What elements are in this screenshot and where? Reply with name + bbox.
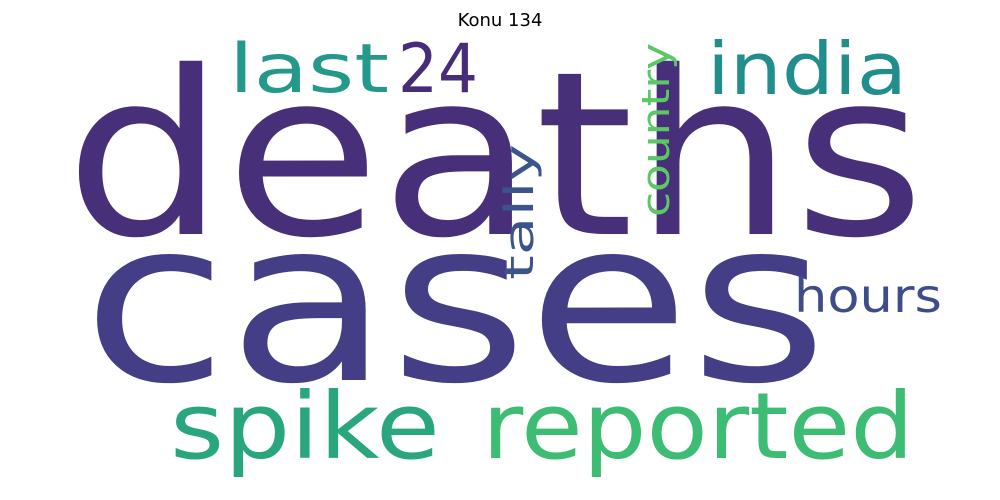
word-tally: tally: [497, 144, 543, 280]
chart-title: Konu 134: [457, 10, 543, 31]
word-reported: reported: [482, 373, 914, 480]
word-country: country: [634, 43, 678, 217]
word-24: 24: [398, 30, 478, 109]
word-spike: spike: [170, 373, 440, 480]
word-last: last: [229, 30, 389, 109]
word-cases: cases: [83, 172, 828, 434]
word-india: india: [707, 27, 907, 111]
word-deaths: deaths: [65, 22, 925, 288]
word-hours: hours: [794, 269, 942, 323]
